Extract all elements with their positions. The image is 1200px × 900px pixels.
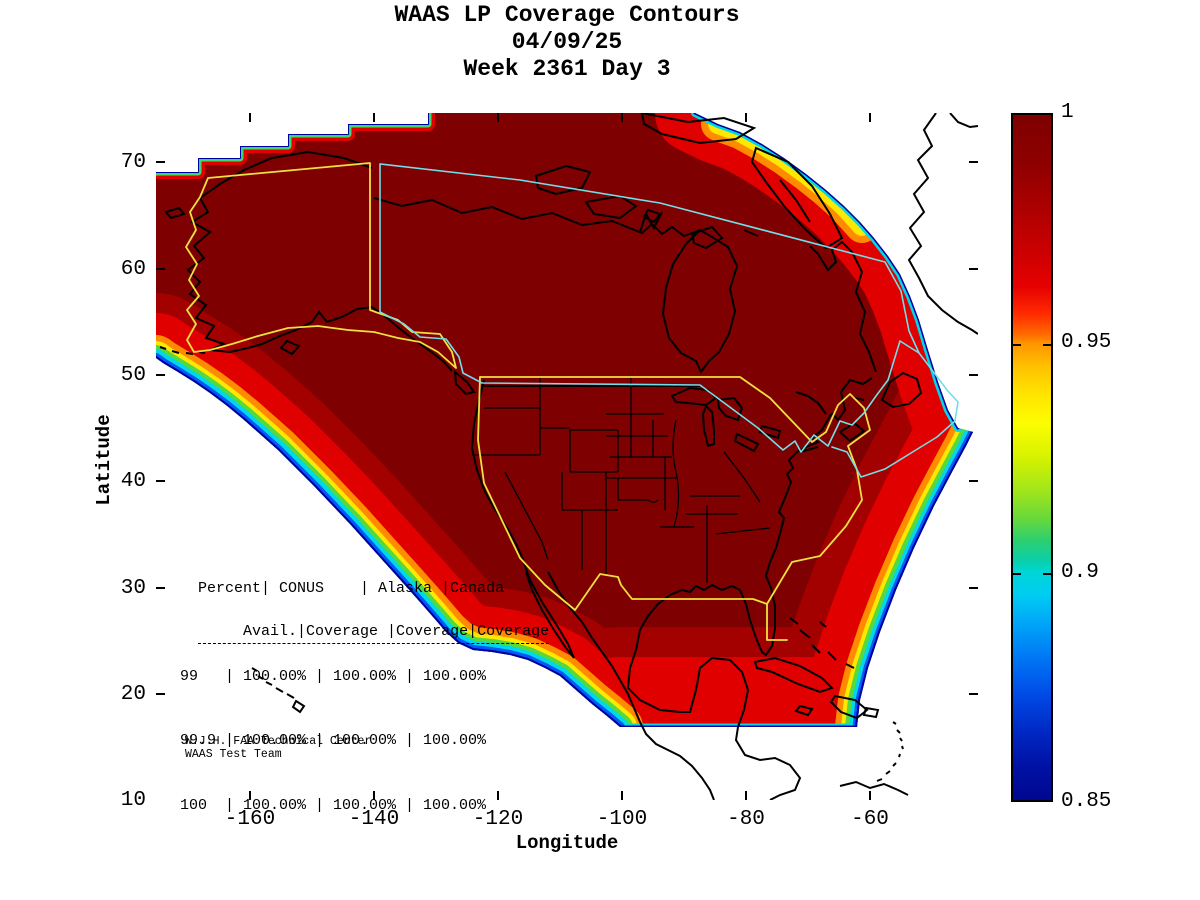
x-tick-100: -100: [596, 808, 648, 831]
coverage-table-header-1: Percent| CONUS | Alaska |Canada: [198, 579, 505, 597]
island-long-island: [799, 446, 819, 453]
coastline-labrador: [809, 240, 877, 373]
lake-michigan: [701, 404, 715, 448]
colorbar-tick-095-right: [1043, 344, 1051, 346]
colorbar-label-1: 1: [1061, 101, 1074, 124]
x-axis-title: Longitude: [515, 832, 619, 854]
y-tick-20: 20: [120, 683, 146, 706]
arctic-islands: [534, 113, 844, 250]
lake-superior: [670, 386, 718, 407]
lake-erie: [733, 432, 760, 453]
colorbar-tick-09-right: [1043, 573, 1051, 575]
colorbar-label-085: 0.85: [1061, 790, 1112, 813]
coverage-table-row-99: 99 | 100.00% | 100.00% | 100.00%: [162, 667, 487, 685]
chart-title: WAAS LP Coverage Contours: [394, 2, 740, 28]
x-tick-60: -60: [851, 808, 889, 831]
credit-line-2: WAAS Test Team: [185, 748, 282, 761]
coastline-greenland-north: [949, 113, 978, 129]
plot-frame: [156, 113, 978, 800]
colorbar-tick-095-left: [1013, 344, 1021, 346]
island-jamaica: [794, 704, 814, 717]
island-cuba: [753, 656, 834, 694]
colorbar: [1011, 113, 1053, 802]
islands-bahamas: [789, 617, 855, 669]
lake-huron: [716, 396, 744, 422]
island-pei: [853, 397, 865, 401]
island-baffin: [750, 146, 844, 250]
island-banks: [534, 164, 592, 196]
island-puerto-rico: [862, 706, 880, 719]
chart-gps-week: Week 2361 Day 3: [463, 56, 671, 82]
island-kodiak: [279, 339, 301, 356]
coastline-fundy: [831, 377, 873, 422]
y-tick-10: 10: [120, 789, 146, 812]
y-tick-60: 60: [120, 258, 146, 281]
coverage-map: [156, 113, 978, 800]
boundary-conus-north-east: [479, 376, 871, 641]
y-tick-70: 70: [120, 151, 146, 174]
coverage-table-header-2: Avail.|Coverage |Coverage|Coverage: [234, 622, 550, 640]
credit-line-1: W.J.H. FAA Technical Center: [185, 735, 372, 748]
islands-lesser-antilles: [876, 721, 904, 782]
boundary-conus-south-west: [477, 376, 768, 611]
island-victoria: [584, 194, 638, 220]
coastline-mexico-west: [547, 571, 715, 800]
coastline-hudson-bay: [661, 228, 739, 374]
x-tick-140: -140: [348, 808, 400, 831]
chart-date: 04/09/25: [511, 29, 623, 55]
x-tick-120: -120: [472, 808, 524, 831]
island-foxe: [743, 229, 759, 237]
x-tick-160: -160: [224, 808, 276, 831]
boundary-canada-west: [379, 163, 865, 453]
islands-hawaii: [251, 667, 306, 714]
axis-tick-marks: [156, 113, 978, 800]
coverage-core: [156, 113, 973, 727]
island-nova-scotia: [838, 421, 866, 443]
boundary-canada-maritime: [831, 340, 959, 478]
island-st-lawrence: [164, 206, 186, 220]
coverage-table-row-999: 99.9 | 100.00% | 100.00% | 100.00%: [162, 732, 487, 749]
credit-text: W.J.H. FAA Technical Center WAAS Test Te…: [185, 735, 371, 761]
us-state-lines: [472, 377, 771, 583]
y-tick-50: 50: [120, 364, 146, 387]
coverage-table-header: Percent| CONUS | Alaska |Canada Avail.|C…: [198, 578, 550, 644]
y-tick-30: 30: [120, 577, 146, 600]
y-tick-40: 40: [120, 470, 146, 493]
colorbar-gradient: [1013, 115, 1051, 800]
y-axis-title: Latitude: [93, 414, 115, 506]
coastline-gulf-east-us: [639, 412, 833, 657]
aleutian-islands: [159, 346, 206, 355]
x-tick-80: -80: [727, 808, 765, 831]
service-region-canada: [379, 163, 959, 478]
colorbar-tick-09-left: [1013, 573, 1021, 575]
coverage-stats-table: Percent| CONUS | Alaska |Canada Avail.|C…: [162, 556, 550, 859]
coastline-greenland-west: [907, 113, 978, 335]
service-region-conus-alaska: [185, 162, 871, 641]
island-vancouver: [453, 369, 476, 396]
coastline-mexico-gulf: [626, 629, 802, 800]
coastline-pacific-us: [470, 379, 523, 558]
island-baffin-detail: [779, 179, 811, 223]
coastline-south-america: [839, 780, 909, 796]
island-ellesmere-devon: [640, 113, 757, 145]
island-king-william: [642, 208, 662, 224]
island-southampton: [690, 225, 724, 250]
coverage-table-row-100: 100 | 100.00% | 100.00% | 100.00%: [162, 796, 487, 814]
islands-caribbean: [251, 617, 909, 796]
coastline-baja: [521, 556, 575, 659]
island-newfoundland: [880, 371, 923, 409]
boundary-canada-north: [379, 163, 920, 354]
island-hispaniola: [829, 694, 869, 720]
river-st-lawrence: [795, 391, 827, 415]
colorbar-label-095: 0.95: [1061, 331, 1112, 354]
coastline-arctic-mainland: [373, 197, 701, 238]
great-lakes: [670, 386, 782, 453]
boundary-alaska: [185, 162, 457, 369]
colorbar-label-09: 0.9: [1061, 561, 1099, 584]
greenland: [907, 113, 978, 335]
